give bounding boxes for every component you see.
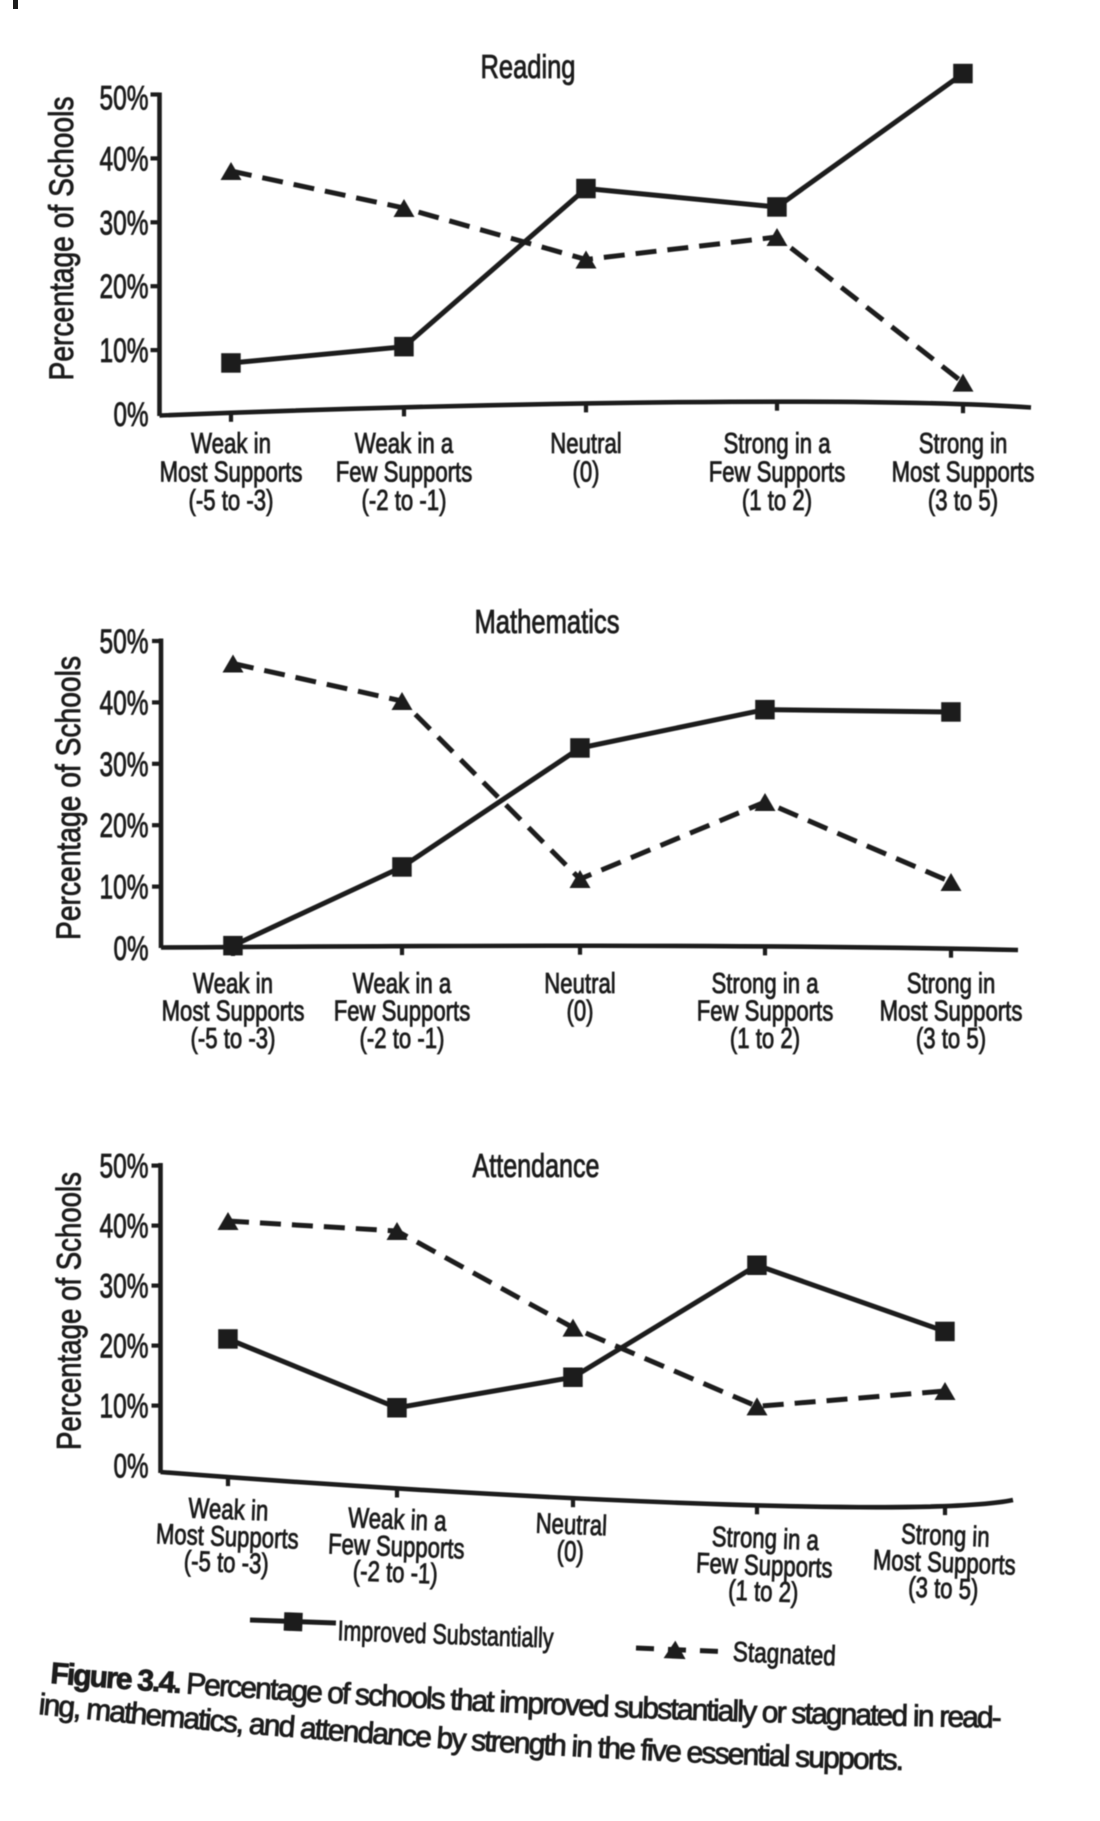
svg-text:Most Supports: Most Supports bbox=[162, 996, 305, 1028]
svg-text:Attendance: Attendance bbox=[473, 1147, 600, 1184]
svg-text:Few Supports: Few Supports bbox=[695, 1547, 833, 1584]
svg-text:(-5 to -3): (-5 to -3) bbox=[191, 1023, 276, 1055]
svg-text:(1 to 2): (1 to 2) bbox=[728, 1575, 799, 1610]
svg-text:30%: 30% bbox=[100, 1268, 149, 1306]
svg-text:0%: 0% bbox=[114, 930, 149, 968]
svg-text:Strong in: Strong in bbox=[907, 968, 996, 1000]
svg-text:20%: 20% bbox=[100, 1328, 149, 1366]
svg-text:Weak in a: Weak in a bbox=[348, 1502, 448, 1538]
svg-text:Few Supports: Few Supports bbox=[334, 996, 471, 1028]
svg-text:40%: 40% bbox=[100, 684, 149, 722]
svg-text:Strong in: Strong in bbox=[919, 428, 1008, 460]
svg-text:0%: 0% bbox=[114, 396, 149, 434]
svg-text:(0): (0) bbox=[566, 996, 593, 1028]
svg-text:Strong in: Strong in bbox=[900, 1518, 990, 1553]
svg-text:Strong in a: Strong in a bbox=[711, 968, 818, 1000]
svg-text:Most Supports: Most Supports bbox=[872, 1544, 1016, 1581]
svg-text:50%: 50% bbox=[100, 1148, 149, 1186]
svg-text:Weak in a: Weak in a bbox=[355, 428, 454, 460]
svg-text:Neutral: Neutral bbox=[535, 1508, 608, 1543]
svg-text:10%: 10% bbox=[100, 1388, 149, 1426]
svg-text:Most Supports: Most Supports bbox=[160, 457, 303, 489]
svg-text:Few Supports: Few Supports bbox=[336, 457, 473, 489]
svg-text:Few Supports: Few Supports bbox=[327, 1528, 465, 1565]
svg-text:Weak in: Weak in bbox=[193, 968, 273, 1000]
svg-text:Weak in: Weak in bbox=[191, 428, 271, 460]
svg-text:Percentage of Schools: Percentage of Schools bbox=[50, 656, 88, 940]
svg-text:Most Supports: Most Supports bbox=[155, 1518, 299, 1555]
svg-text:Percentage of Schools: Percentage of Schools bbox=[51, 1172, 89, 1450]
svg-text:(-5 to -3): (-5 to -3) bbox=[183, 1545, 269, 1580]
svg-text:(1 to 2): (1 to 2) bbox=[730, 1023, 800, 1055]
svg-text:Weak in: Weak in bbox=[188, 1492, 269, 1527]
svg-text:(1 to 2): (1 to 2) bbox=[742, 485, 812, 517]
svg-text:30%: 30% bbox=[100, 746, 149, 784]
svg-text:(-5 to -3): (-5 to -3) bbox=[189, 485, 274, 517]
svg-text:Mathematics: Mathematics bbox=[475, 603, 620, 640]
svg-text:0%: 0% bbox=[114, 1448, 149, 1486]
svg-text:Most Supports: Most Supports bbox=[892, 457, 1035, 489]
svg-text:40%: 40% bbox=[100, 140, 149, 178]
svg-text:(3 to 5): (3 to 5) bbox=[908, 1572, 979, 1607]
svg-text:Most Supports: Most Supports bbox=[880, 996, 1023, 1028]
svg-text:Percentage of Schools: Percentage of Schools bbox=[43, 97, 81, 381]
svg-text:Strong in a: Strong in a bbox=[723, 428, 830, 460]
svg-text:20%: 20% bbox=[100, 268, 149, 306]
svg-text:40%: 40% bbox=[100, 1208, 149, 1246]
svg-text:10%: 10% bbox=[100, 332, 149, 370]
svg-text:50%: 50% bbox=[100, 623, 149, 661]
svg-text:(-2 to -1): (-2 to -1) bbox=[362, 485, 447, 517]
svg-text:Stagnated: Stagnated bbox=[732, 1636, 836, 1671]
svg-text:(3 to 5): (3 to 5) bbox=[928, 485, 998, 517]
svg-text:(0): (0) bbox=[556, 1535, 584, 1568]
svg-text:Few Supports: Few Supports bbox=[697, 996, 834, 1028]
svg-text:30%: 30% bbox=[100, 204, 149, 242]
svg-text:(-2 to -1): (-2 to -1) bbox=[352, 1555, 438, 1590]
svg-text:50%: 50% bbox=[100, 80, 149, 118]
svg-text:(-2 to -1): (-2 to -1) bbox=[360, 1023, 445, 1055]
svg-text:Neutral: Neutral bbox=[544, 968, 615, 1000]
svg-text:Improved Substantially: Improved Substantially bbox=[337, 1615, 554, 1654]
svg-text:10%: 10% bbox=[100, 869, 149, 907]
svg-text:Neutral: Neutral bbox=[550, 428, 621, 460]
svg-text:20%: 20% bbox=[100, 807, 149, 845]
svg-text:Weak in a: Weak in a bbox=[353, 968, 452, 1000]
svg-text:Reading: Reading bbox=[481, 48, 576, 85]
svg-text:(3 to 5): (3 to 5) bbox=[916, 1023, 986, 1055]
svg-text:Strong in a: Strong in a bbox=[711, 1521, 819, 1557]
svg-text:Few Supports: Few Supports bbox=[709, 457, 846, 489]
svg-text:(0): (0) bbox=[572, 457, 599, 489]
